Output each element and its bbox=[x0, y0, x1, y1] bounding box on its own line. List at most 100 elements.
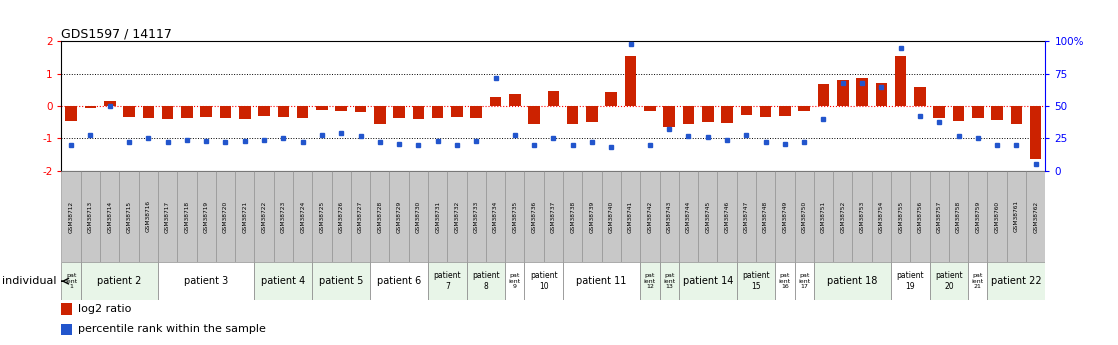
Text: GSM38716: GSM38716 bbox=[145, 200, 151, 233]
Bar bbox=[255, 262, 312, 300]
Text: patient
20: patient 20 bbox=[935, 272, 963, 291]
Bar bbox=[563, 262, 641, 300]
Bar bbox=[505, 262, 524, 300]
Bar bbox=[255, 171, 274, 262]
Text: GSM38712: GSM38712 bbox=[68, 200, 74, 233]
Text: GSM38722: GSM38722 bbox=[262, 200, 266, 233]
Bar bbox=[929, 171, 949, 262]
Bar bbox=[817, 84, 830, 106]
Bar bbox=[737, 171, 756, 262]
Bar bbox=[123, 106, 135, 117]
Text: GSM38755: GSM38755 bbox=[898, 200, 903, 233]
Bar bbox=[181, 106, 192, 118]
Bar bbox=[428, 171, 447, 262]
Bar bbox=[61, 262, 80, 300]
Bar bbox=[375, 106, 386, 124]
Bar bbox=[1011, 106, 1022, 124]
Text: patient 14: patient 14 bbox=[683, 276, 733, 286]
Bar bbox=[158, 171, 178, 262]
Bar bbox=[775, 171, 795, 262]
Text: GSM38740: GSM38740 bbox=[609, 200, 614, 233]
Bar bbox=[814, 262, 891, 300]
Bar bbox=[641, 171, 660, 262]
Bar bbox=[987, 171, 1006, 262]
Bar bbox=[452, 106, 463, 117]
Bar bbox=[563, 171, 582, 262]
Text: GSM38728: GSM38728 bbox=[377, 200, 382, 233]
Text: pat
ient
13: pat ient 13 bbox=[663, 273, 675, 289]
Bar bbox=[721, 106, 732, 123]
Bar bbox=[293, 171, 312, 262]
Bar bbox=[351, 171, 370, 262]
Bar bbox=[620, 171, 641, 262]
Bar bbox=[216, 171, 235, 262]
Text: GSM38747: GSM38747 bbox=[743, 200, 749, 233]
Bar bbox=[101, 171, 120, 262]
Bar bbox=[235, 171, 255, 262]
Bar bbox=[524, 171, 543, 262]
Bar bbox=[953, 106, 965, 121]
Text: GSM38759: GSM38759 bbox=[975, 200, 980, 233]
Bar bbox=[277, 106, 290, 117]
Text: patient
7: patient 7 bbox=[434, 272, 461, 291]
Bar bbox=[120, 171, 139, 262]
Bar bbox=[891, 262, 929, 300]
Bar bbox=[490, 97, 501, 106]
Text: GSM38761: GSM38761 bbox=[1014, 200, 1018, 233]
Bar bbox=[582, 171, 601, 262]
Bar bbox=[856, 78, 868, 106]
Bar bbox=[852, 171, 872, 262]
Text: GSM38725: GSM38725 bbox=[320, 200, 324, 233]
Bar bbox=[949, 171, 968, 262]
Bar bbox=[795, 262, 814, 300]
Bar bbox=[239, 106, 250, 119]
Text: GSM38741: GSM38741 bbox=[628, 200, 633, 233]
Text: GSM38744: GSM38744 bbox=[686, 200, 691, 233]
Text: GSM38758: GSM38758 bbox=[956, 200, 961, 233]
Bar bbox=[798, 106, 809, 111]
Bar bbox=[606, 91, 617, 106]
Bar bbox=[972, 106, 984, 118]
Bar bbox=[872, 171, 891, 262]
Bar bbox=[466, 171, 486, 262]
Bar bbox=[814, 171, 833, 262]
Text: GSM38742: GSM38742 bbox=[647, 200, 653, 233]
Text: patient 22: patient 22 bbox=[991, 276, 1042, 286]
Bar bbox=[200, 106, 212, 117]
Text: patient 11: patient 11 bbox=[577, 276, 627, 286]
Text: patient 18: patient 18 bbox=[827, 276, 878, 286]
Bar bbox=[760, 106, 771, 117]
Bar bbox=[833, 171, 852, 262]
Bar bbox=[389, 171, 409, 262]
Text: GSM38753: GSM38753 bbox=[860, 200, 864, 233]
Bar bbox=[875, 83, 888, 106]
Bar bbox=[601, 171, 620, 262]
Bar bbox=[394, 106, 405, 118]
Text: GSM38727: GSM38727 bbox=[358, 200, 363, 233]
Bar bbox=[65, 106, 77, 121]
Bar bbox=[929, 262, 968, 300]
Bar bbox=[466, 262, 505, 300]
Bar bbox=[370, 171, 389, 262]
Text: GSM38749: GSM38749 bbox=[783, 200, 787, 233]
Text: pat
ient
1: pat ient 1 bbox=[65, 273, 77, 289]
Bar bbox=[702, 106, 713, 121]
Bar bbox=[61, 171, 80, 262]
Bar bbox=[543, 171, 563, 262]
Bar bbox=[915, 87, 926, 106]
Text: pat
ient
17: pat ient 17 bbox=[798, 273, 811, 289]
Text: GSM38750: GSM38750 bbox=[802, 200, 807, 233]
Text: pat
ient
12: pat ient 12 bbox=[644, 273, 656, 289]
Text: patient 4: patient 4 bbox=[262, 276, 305, 286]
Bar bbox=[586, 106, 598, 121]
Bar bbox=[660, 262, 679, 300]
Text: GSM38743: GSM38743 bbox=[666, 200, 672, 233]
Bar bbox=[332, 171, 351, 262]
Text: GSM38760: GSM38760 bbox=[995, 200, 999, 233]
Text: log2 ratio: log2 ratio bbox=[78, 304, 132, 314]
Text: GSM38713: GSM38713 bbox=[88, 200, 93, 233]
Bar bbox=[698, 171, 718, 262]
Bar bbox=[625, 56, 636, 106]
Bar bbox=[471, 106, 482, 118]
Bar bbox=[718, 171, 737, 262]
